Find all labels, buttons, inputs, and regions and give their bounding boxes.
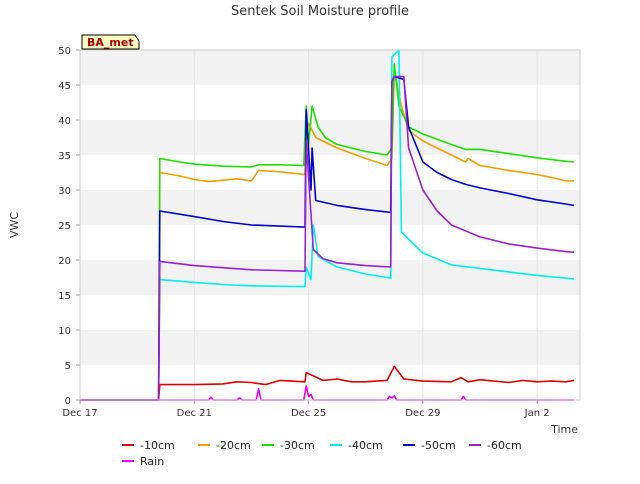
station-tag-label: BA_met bbox=[87, 36, 134, 49]
x-tick-label: Dec 21 bbox=[177, 408, 212, 419]
plot-band bbox=[80, 190, 580, 225]
legend-label: Rain bbox=[140, 455, 164, 468]
plot-band bbox=[80, 50, 580, 85]
legend-label: -30cm bbox=[280, 439, 315, 452]
plot-band bbox=[80, 85, 580, 120]
legend-item: -20cm bbox=[198, 439, 251, 452]
series-line-10cm bbox=[80, 365, 575, 401]
x-axis-label: Time bbox=[550, 423, 578, 436]
y-tick-label: 40 bbox=[58, 116, 71, 127]
x-tick-label: Dec 25 bbox=[291, 408, 326, 419]
y-tick-label: 20 bbox=[58, 256, 71, 267]
plot-band bbox=[80, 155, 580, 190]
legend-label: -50cm bbox=[421, 439, 456, 452]
y-axis-label: VWC bbox=[8, 212, 21, 238]
y-tick-label: 35 bbox=[58, 151, 71, 162]
station-tag: BA_met bbox=[81, 34, 140, 50]
plot-band bbox=[80, 120, 580, 155]
legend-item: -10cm bbox=[122, 439, 175, 452]
series-lines bbox=[80, 49, 575, 401]
plot-band bbox=[80, 365, 580, 400]
y-tick-label: 30 bbox=[58, 186, 71, 197]
legend-item: -50cm bbox=[403, 439, 456, 452]
plot-band bbox=[80, 330, 580, 365]
x-tick-label: Dec 29 bbox=[405, 408, 440, 419]
x-tick-label: Jan 2 bbox=[524, 408, 550, 419]
y-tick-label: 10 bbox=[58, 326, 71, 337]
y-axis-ticks: 0 5 10 15 20 25 30 35 40 45 50 bbox=[58, 46, 80, 407]
y-tick-label: 5 bbox=[65, 361, 71, 372]
plot-band bbox=[80, 225, 580, 260]
chart-title: Sentek Soil Moisture profile bbox=[231, 4, 409, 19]
series-line-40cm bbox=[80, 49, 575, 401]
plot-band bbox=[80, 260, 580, 295]
legend-label: -40cm bbox=[348, 439, 383, 452]
series-line-60cm bbox=[80, 75, 575, 401]
x-axis-ticks: Dec 17 Dec 21 Dec 25 Dec 29 Jan 2 bbox=[62, 400, 550, 419]
legend-label: -60cm bbox=[487, 439, 522, 452]
plot-frame bbox=[79, 49, 581, 401]
legend-item: -40cm bbox=[330, 439, 383, 452]
x-tick-label: Dec 17 bbox=[62, 408, 97, 419]
y-tick-label: 50 bbox=[58, 46, 71, 57]
y-tick-label: 0 bbox=[65, 396, 71, 407]
y-tick-label: 45 bbox=[58, 81, 71, 92]
legend-label: -20cm bbox=[216, 439, 251, 452]
legend-item: Rain bbox=[122, 455, 164, 468]
legend-item: -30cm bbox=[262, 439, 315, 452]
y-tick-label: 15 bbox=[58, 291, 71, 302]
y-tick-label: 25 bbox=[58, 221, 71, 232]
series-line-20cm bbox=[80, 70, 574, 401]
station-tag-box bbox=[81, 34, 140, 50]
plot-background bbox=[80, 50, 580, 400]
series-line-30cm bbox=[80, 63, 575, 401]
plot-band bbox=[80, 295, 580, 330]
legend-label: -10cm bbox=[140, 439, 175, 452]
legend-item: -60cm bbox=[469, 439, 522, 452]
legend: -10cm -20cm -30cm -40cm -50cm -60cm Rain bbox=[122, 439, 522, 468]
